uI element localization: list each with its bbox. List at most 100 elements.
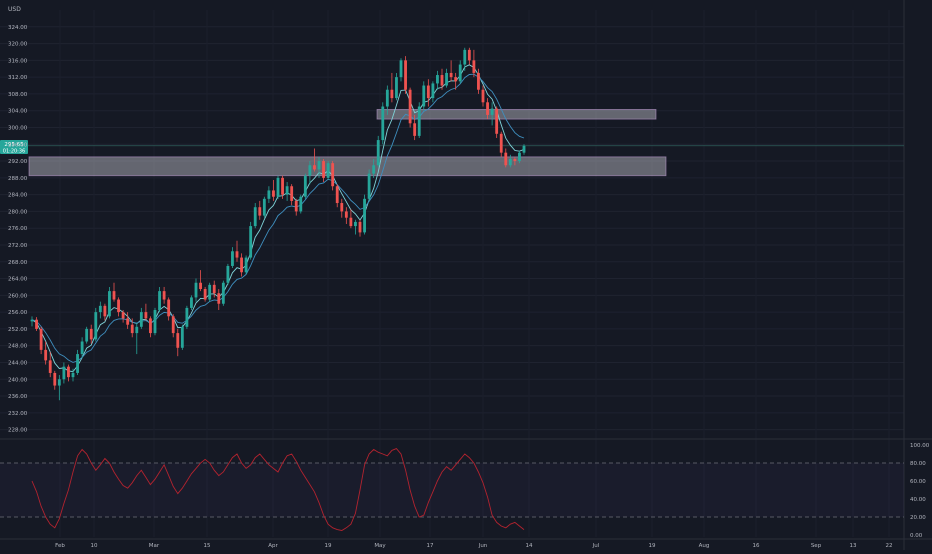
candle-body [199, 282, 202, 290]
candle-body [94, 312, 98, 340]
candle-body [354, 221, 357, 227]
candle-body [112, 291, 116, 300]
y-tick-label: 260.00 [8, 293, 28, 299]
oscillator-line [31, 448, 525, 531]
y-tick-label: 316.00 [8, 58, 28, 64]
x-tick-label: Jul [592, 543, 600, 549]
candle-body [71, 372, 75, 378]
candle-body [30, 319, 34, 322]
slow-ma-line [31, 73, 525, 363]
zone-rectangle [28, 156, 667, 177]
y-tick-label: 320.00 [8, 42, 28, 48]
candle-body [130, 324, 134, 334]
candle-body [372, 165, 376, 174]
candle-body [167, 299, 171, 317]
candle-body [253, 207, 257, 227]
y-tick-label: 272.00 [8, 243, 28, 249]
candle-body [326, 163, 330, 178]
y-tick-label: 308.00 [8, 92, 28, 98]
candle-body [390, 89, 394, 99]
candle-body [258, 207, 262, 216]
candle-body [294, 200, 298, 212]
x-tick-label: Mar [149, 543, 160, 549]
candle-body [240, 257, 243, 273]
candle-body [335, 186, 339, 204]
y-tick-label: 236.00 [8, 394, 28, 400]
candle-body [149, 318, 152, 334]
oscillator-tick-label: 0.00 [910, 533, 923, 539]
candle-body [208, 284, 212, 300]
candle-body [267, 190, 271, 199]
candle-body [504, 152, 508, 166]
oscillator-band-fill [0, 463, 904, 517]
candle-body [171, 316, 175, 334]
candle-body [203, 289, 207, 300]
candle-body [454, 77, 458, 82]
candle-body [35, 319, 38, 329]
candle-body [135, 326, 139, 334]
candle-body [385, 89, 389, 107]
y-tick-label: 280.00 [8, 209, 28, 215]
candle-body [76, 354, 79, 373]
x-tick-label: 15 [204, 543, 211, 549]
y-tick-label: 248.00 [8, 344, 28, 350]
candle-body [44, 349, 48, 361]
candle-body [194, 282, 198, 298]
candle-body [431, 83, 435, 99]
candle-body [162, 291, 166, 300]
x-tick-label: Apr [268, 543, 278, 549]
x-tick-label: 22 [886, 543, 893, 549]
candle-body [299, 196, 303, 212]
candle-body [518, 152, 521, 162]
y-tick-label: 284.00 [8, 193, 28, 199]
candle-body [217, 293, 221, 304]
oscillator-pane [0, 448, 904, 531]
x-tick-label: 17 [427, 543, 434, 549]
x-tick-label: 19 [325, 543, 332, 549]
candle-body [53, 372, 57, 386]
y-tick-label: 268.00 [8, 260, 28, 266]
x-tick-label: Sep [811, 543, 822, 549]
y-tick-label: 292.00 [8, 159, 28, 165]
currency-label: USD [8, 6, 21, 13]
candle-body [249, 226, 253, 258]
candle-body [458, 64, 462, 82]
y-tick-label: 288.00 [8, 176, 28, 182]
candle-body [144, 312, 148, 319]
candle-body [212, 284, 216, 294]
candle-body [426, 85, 430, 99]
candle-body [98, 305, 102, 313]
candle-body [80, 341, 84, 355]
y-tick-label: 228.00 [8, 428, 28, 434]
candle-body [313, 165, 316, 170]
x-tick-label: May [374, 543, 386, 549]
candle-body [467, 49, 471, 61]
candle-body [322, 161, 325, 178]
candle-body [495, 108, 499, 134]
candle-body [408, 89, 412, 124]
candle-body [472, 60, 476, 73]
candle-body [89, 328, 93, 340]
candle-body [285, 186, 289, 195]
candle-body [290, 186, 294, 201]
x-tick-label: 14 [526, 543, 533, 549]
candle-body [363, 198, 366, 233]
candle-body [103, 305, 107, 317]
candle-body [440, 75, 444, 86]
x-tick-label: 19 [649, 543, 656, 549]
oscillator-tick-label: 40.00 [910, 497, 926, 503]
candle-body [436, 75, 439, 84]
y-tick-label: 304.00 [8, 109, 28, 115]
candle-body [317, 161, 321, 170]
candle-body [367, 173, 371, 199]
y-tick-label: 296.00 [8, 142, 28, 148]
candle-body [340, 203, 344, 212]
price-tag-bg [0, 140, 28, 154]
x-tick-label: Aug [699, 543, 710, 549]
x-tick-label: 16 [753, 543, 760, 549]
candle-body [349, 217, 353, 227]
x-tick-label: Feb [55, 543, 65, 549]
candle-body [358, 221, 362, 233]
